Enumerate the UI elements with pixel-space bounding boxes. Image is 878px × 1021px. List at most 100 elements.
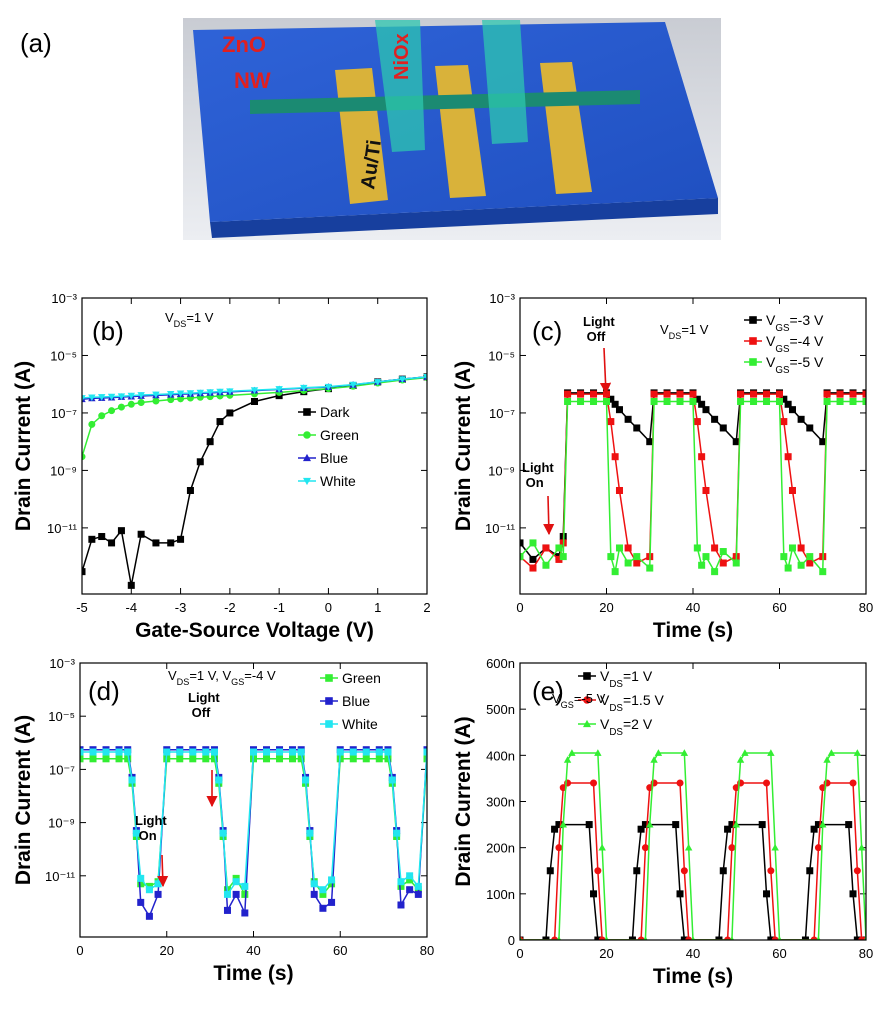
data-point <box>406 872 414 880</box>
data-point <box>223 890 231 898</box>
data-point <box>849 390 857 398</box>
data-point <box>676 779 684 787</box>
data-point <box>611 568 619 576</box>
data-point <box>362 755 370 763</box>
legend-label: VGS=-3 V <box>766 312 824 334</box>
data-point <box>529 555 537 563</box>
data-point <box>724 825 732 833</box>
data-point <box>163 748 171 756</box>
data-point <box>300 384 308 392</box>
data-point <box>349 748 357 756</box>
y-tick-label: 300n <box>486 795 515 810</box>
legend-label: Blue <box>342 693 370 709</box>
data-point <box>250 748 258 756</box>
data-point <box>676 890 684 898</box>
data-point <box>216 418 224 426</box>
data-point <box>115 748 123 756</box>
legend-marker <box>749 358 757 366</box>
x-tick-label: 0 <box>76 943 83 958</box>
data-point <box>823 390 831 398</box>
data-point <box>186 486 194 494</box>
x-tick-label: 60 <box>772 946 786 961</box>
legend-marker <box>302 477 312 486</box>
data-point <box>289 755 297 763</box>
data-point <box>152 391 160 399</box>
data-point <box>137 392 145 399</box>
annotation: VDS=1 V <box>165 310 214 329</box>
data-point <box>108 539 116 547</box>
y-tick-label: 10⁻¹¹ <box>47 521 78 536</box>
data-point <box>702 553 710 561</box>
device-illustration: (a) ZnO NW NiOx Au/Ti <box>20 18 721 240</box>
material-label: ZnO <box>222 32 266 57</box>
data-point <box>806 559 814 567</box>
data-point <box>598 843 606 851</box>
data-point <box>88 420 96 428</box>
data-point <box>289 748 297 756</box>
y-tick-label: 10⁻⁵ <box>488 348 515 363</box>
data-point <box>853 749 862 756</box>
data-point <box>219 829 227 837</box>
y-tick-label: 0 <box>508 933 515 948</box>
data-point <box>611 400 619 408</box>
legend-marker <box>583 696 591 704</box>
annotation: Light Off <box>188 690 220 720</box>
data-point <box>152 539 160 547</box>
x-tick-label: 20 <box>599 600 613 615</box>
x-tick-label: 40 <box>686 946 700 961</box>
data-point <box>577 390 585 398</box>
panel-label: (d) <box>88 676 120 706</box>
data-point <box>819 820 827 828</box>
data-point <box>702 406 710 414</box>
y-tick-label: 10⁻⁵ <box>50 348 77 363</box>
data-point <box>250 387 259 394</box>
data-point <box>529 564 537 572</box>
data-point <box>324 383 333 391</box>
y-tick-label: 10⁻⁹ <box>488 463 515 478</box>
nio-stripe <box>375 20 425 152</box>
y-tick-label: 200n <box>486 841 515 856</box>
data-point <box>310 890 318 898</box>
series-line <box>520 782 866 940</box>
series-line <box>82 376 427 586</box>
data-point <box>693 544 701 552</box>
material-label: NiOx <box>391 33 413 80</box>
data-point <box>176 748 184 756</box>
legend-marker <box>325 720 333 728</box>
x-axis-label: Time (s) <box>653 965 733 988</box>
data-point <box>806 424 814 432</box>
legend-marker <box>325 697 333 705</box>
data-point <box>594 867 602 875</box>
data-point <box>590 390 598 398</box>
data-point <box>702 486 710 494</box>
data-point <box>784 453 792 461</box>
data-point <box>758 821 766 829</box>
data-point <box>577 398 585 406</box>
data-point <box>672 821 680 829</box>
data-point <box>102 748 110 756</box>
data-point <box>127 392 135 400</box>
data-point <box>737 390 745 398</box>
data-point <box>132 829 140 837</box>
data-point <box>819 438 827 446</box>
y-axis-label: Drain Current (A) <box>12 361 35 531</box>
data-point <box>719 424 727 432</box>
data-point <box>306 829 314 837</box>
data-point <box>775 390 783 398</box>
data-point <box>319 904 327 912</box>
y-tick-label: 400n <box>486 748 515 763</box>
x-axis-label: Time (s) <box>653 619 733 642</box>
x-tick-label: 20 <box>599 946 613 961</box>
data-point <box>546 867 554 875</box>
data-point <box>763 398 771 406</box>
y-axis-label: Drain Current (A) <box>452 361 475 531</box>
data-point <box>98 394 106 401</box>
data-point <box>202 748 210 756</box>
data-point <box>542 561 550 569</box>
data-point <box>650 756 658 763</box>
data-point <box>797 415 805 423</box>
y-tick-label: 100n <box>486 887 515 902</box>
series-line <box>520 400 866 574</box>
x-tick-label: -2 <box>224 600 236 615</box>
